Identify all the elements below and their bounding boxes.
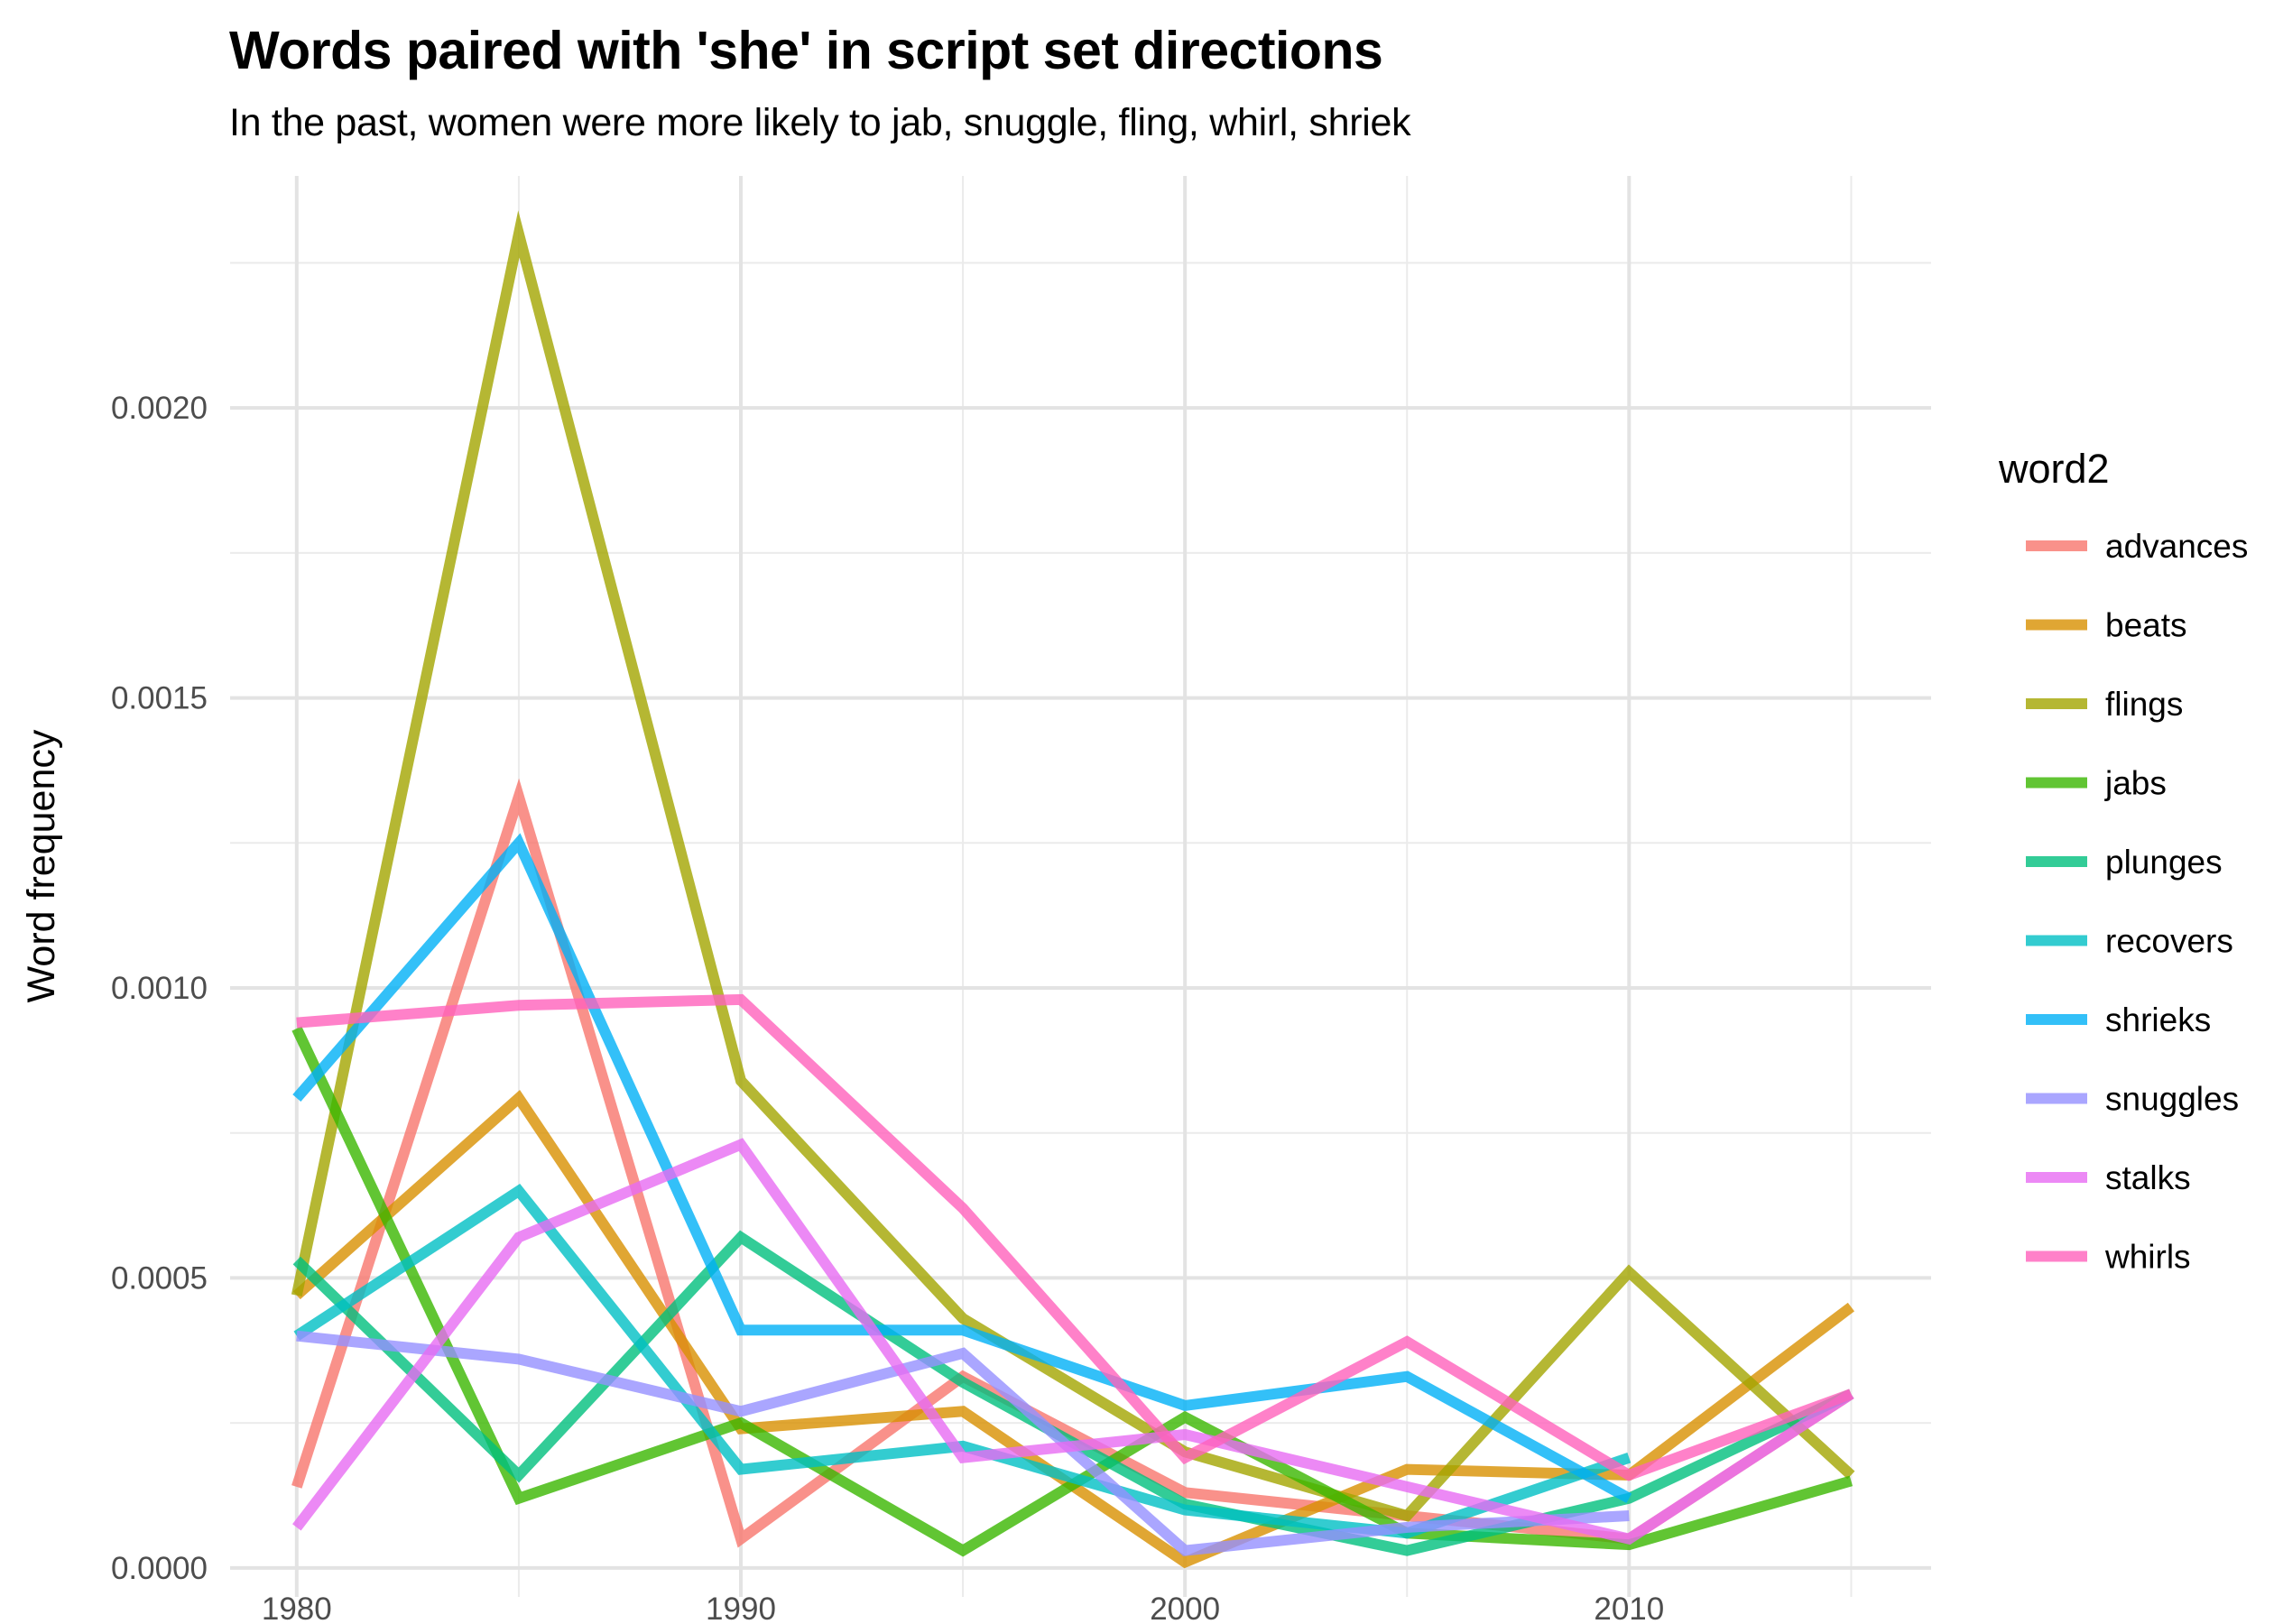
legend-title: word2 [1998,446,2110,492]
y-tick-label: 0.0000 [111,1551,208,1586]
chart-title: Words paired with 'she' in script set di… [229,21,1383,80]
legend-label-plunges: plunges [2105,844,2223,881]
series-line-stalks [292,1138,1854,1546]
x-tick-label: 1980 [262,1592,332,1624]
legend-label-whirls: whirls [2104,1239,2191,1276]
series-line-snuggles [296,1330,1630,1556]
x-tick-label: 2000 [1150,1592,1220,1624]
major-gridlines [230,176,1931,1597]
y-tick-label: 0.0005 [111,1260,208,1296]
legend-label-shrieks: shrieks [2105,1001,2211,1038]
y-axis-title: Word frequency [20,729,63,1002]
legend-label-recovers: recovers [2105,923,2233,960]
series-line-shrieks [292,833,1632,1503]
legend-label-beats: beats [2105,607,2187,644]
series-line-recovers [293,1183,1632,1539]
legend: word2 advances beats flings jabs plunges reco… [1998,446,2248,1276]
legend-label-flings: flings [2105,686,2183,723]
series-line-flings [291,210,1855,1522]
series-line-whirls [296,993,1853,1481]
legend-label-advances: advances [2105,528,2248,565]
y-tick-label: 0.0015 [111,681,208,716]
x-tick-label: 2010 [1594,1592,1664,1624]
minor-gridlines [230,176,1931,1597]
legend-label-jabs: jabs [2104,765,2167,802]
x-tick-label: 1990 [706,1592,776,1624]
series-lines [291,210,1855,1569]
legend-items: advances beats flings jabs plunges recovers sh… [2026,528,2248,1276]
series-line-jabs [291,1026,1853,1557]
legend-label-snuggles: snuggles [2105,1081,2239,1118]
x-axis-tick-labels: 1980 1990 2000 2010 [262,1592,1664,1624]
chart-subtitle: In the past, women were more likely to j… [229,101,1411,144]
series-line-advances [291,778,1854,1548]
legend-label-stalks: stalks [2105,1159,2191,1196]
y-tick-label: 0.0020 [111,391,208,426]
y-tick-label: 0.0010 [111,971,208,1006]
y-axis-tick-labels: 0.0000 0.0005 0.0010 0.0015 0.0020 [111,391,208,1586]
